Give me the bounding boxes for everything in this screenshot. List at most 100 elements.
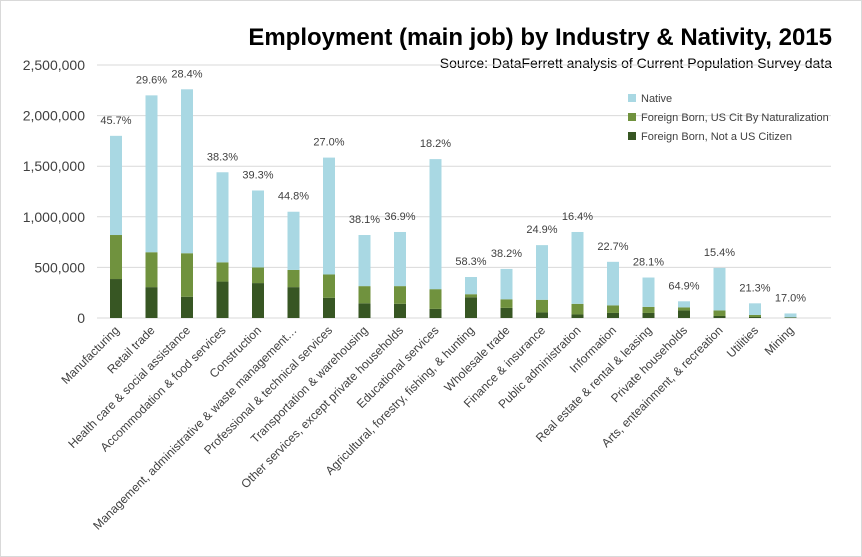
x-tick-label: Manufacturing — [58, 323, 122, 387]
data-label: 18.2% — [420, 138, 451, 150]
y-tick-label: 0 — [77, 310, 85, 326]
bar-segment — [110, 235, 122, 280]
bar-segment — [749, 314, 761, 317]
bar-segment — [429, 289, 442, 309]
bar-segment — [429, 159, 442, 290]
bars — [110, 89, 797, 318]
bar-segment — [287, 287, 300, 318]
bar-segment — [500, 268, 513, 300]
bar-segment — [465, 297, 477, 318]
data-label: 28.4% — [171, 68, 202, 80]
data-label: 17.0% — [775, 292, 806, 304]
bar-segment — [784, 317, 797, 318]
data-labels: 45.7% 29.6% 28.4% 38.3% 39.3% 44.8% 27.0% 38.1%… — [100, 68, 806, 304]
legend: Native Foreign Born, US Cit By Naturaliza… — [628, 93, 829, 143]
bar-segment — [287, 269, 300, 288]
bar-segment — [394, 303, 406, 318]
bar-segment — [607, 305, 619, 313]
data-label: 44.8% — [278, 191, 309, 203]
bar-segment — [678, 301, 690, 308]
bar-segment — [571, 314, 584, 318]
bar-segment — [323, 157, 335, 275]
bar-segment — [536, 299, 548, 313]
data-label: 29.6% — [136, 74, 167, 86]
bar-segment — [358, 235, 371, 287]
data-label: 38.2% — [491, 248, 522, 260]
y-tick-label: 500,000 — [34, 259, 85, 275]
bar-segment — [607, 312, 619, 318]
bar-segment — [749, 316, 761, 318]
bar-segment — [713, 315, 726, 318]
x-tick-label: Professional & technical services — [201, 323, 335, 457]
bar-segment — [429, 308, 442, 318]
data-label: 16.4% — [562, 211, 593, 223]
bar-segment — [110, 279, 122, 318]
bar-segment — [145, 287, 158, 318]
x-tick-label: Mining — [762, 323, 797, 358]
bar-segment — [252, 283, 264, 318]
legend-swatch — [628, 113, 636, 121]
bar-segment — [216, 262, 229, 282]
bar-segment — [571, 303, 584, 315]
bar-segment — [323, 274, 335, 298]
bar-segment — [642, 312, 655, 318]
bar-segment — [323, 297, 335, 318]
bar-segment — [607, 261, 619, 306]
y-tick-label: 2,500,000 — [23, 57, 85, 73]
data-label: 39.3% — [242, 169, 273, 181]
x-tick-label: Utilities — [724, 323, 761, 360]
bar-segment — [713, 267, 726, 311]
legend-swatch — [628, 132, 636, 140]
bar-segment — [500, 299, 513, 308]
bar-segment — [181, 253, 193, 297]
chart-subtitle: Source: DataFerrett analysis of Current … — [440, 55, 832, 71]
bar-segment — [642, 277, 655, 307]
bar-segment — [784, 313, 797, 318]
data-label: 21.3% — [739, 282, 770, 294]
data-label: 38.1% — [349, 214, 380, 226]
data-label: 38.3% — [207, 151, 238, 163]
bar-segment — [642, 306, 655, 313]
bar-segment — [252, 267, 264, 284]
bar-segment — [216, 172, 229, 263]
bar-segment — [145, 252, 158, 288]
bar-segment — [358, 286, 371, 304]
bar-segment — [145, 95, 158, 253]
data-label: 64.9% — [668, 280, 699, 292]
bar-segment — [571, 231, 584, 304]
bar-segment — [110, 135, 122, 236]
bar-segment — [358, 303, 371, 318]
bar-segment — [216, 281, 229, 318]
bar-segment — [394, 286, 406, 304]
data-label: 36.9% — [384, 211, 415, 223]
data-label: 45.7% — [100, 115, 131, 127]
data-label: 24.9% — [526, 224, 557, 236]
bar-segment — [287, 211, 300, 270]
bar-segment — [465, 294, 477, 298]
chart-title: Employment (main job) by Industry & Nati… — [248, 24, 832, 51]
legend-label: Foreign Born, Not a US Citizen — [641, 131, 792, 143]
bar-segment — [713, 310, 726, 316]
bar-segment — [749, 303, 761, 315]
bar-segment — [465, 277, 477, 295]
data-label: 27.0% — [313, 137, 344, 149]
bar-segment — [536, 312, 548, 318]
data-label: 28.1% — [633, 257, 664, 269]
bar-segment — [181, 89, 193, 254]
y-tick-label: 2,000,000 — [23, 108, 85, 124]
y-tick-label: 1,000,000 — [23, 209, 85, 225]
bar-segment — [394, 231, 406, 287]
data-label: 58.3% — [455, 256, 486, 268]
bar-segment — [536, 245, 548, 300]
legend-label: Native — [641, 93, 672, 105]
data-label: 15.4% — [704, 247, 735, 259]
legend-label: Foreign Born, US Cit By Naturalization — [641, 112, 829, 124]
bar-segment — [181, 296, 193, 318]
bar-segment — [678, 307, 690, 311]
bar-segment — [678, 310, 690, 318]
bar-segment — [500, 307, 513, 318]
legend-swatch — [628, 94, 636, 102]
